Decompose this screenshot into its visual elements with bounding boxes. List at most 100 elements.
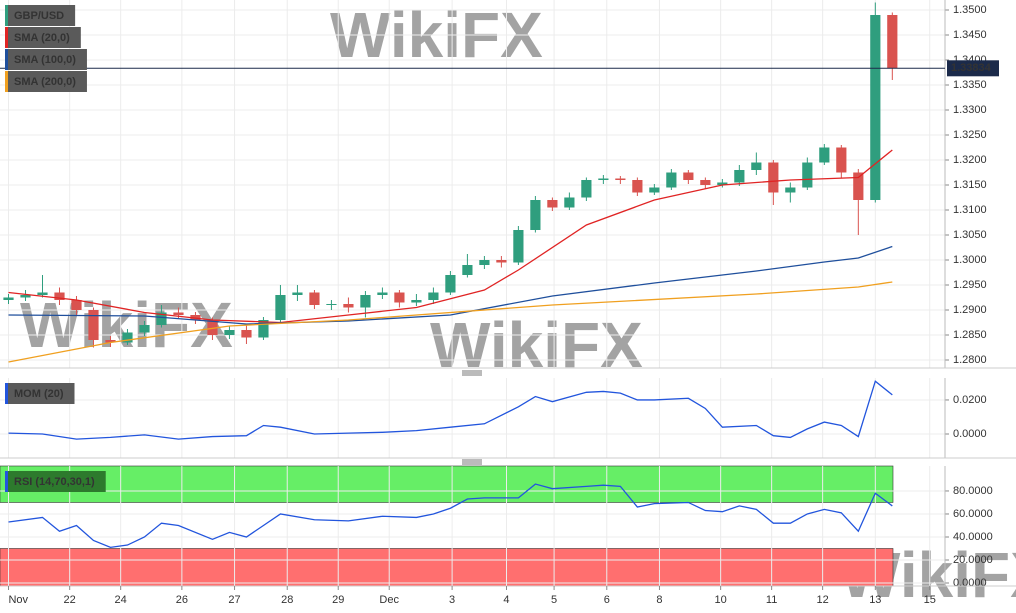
x-tick-label: 6 <box>604 594 610 606</box>
oversold-zone <box>0 548 894 587</box>
y-tick-label: 0.0200 <box>953 394 987 406</box>
candle-body <box>88 310 99 340</box>
y-tick-label: 0.0000 <box>953 577 987 589</box>
x-tick-label: 24 <box>115 594 127 606</box>
candle-body <box>615 178 626 180</box>
candle-body <box>802 162 813 188</box>
candle-body <box>207 320 218 335</box>
x-tick-label: Dec <box>379 594 399 606</box>
x-tick-label: 28 <box>281 594 293 606</box>
candle-body <box>173 312 184 315</box>
y-tick-label: 1.2850 <box>953 329 987 341</box>
y-tick-label: 1.2900 <box>953 304 987 316</box>
candle-body <box>241 330 252 338</box>
legend-label: SMA (200,0) <box>14 76 76 88</box>
x-tick-label: Nov <box>8 594 28 606</box>
candle-body <box>428 292 439 300</box>
last-price-box <box>947 60 999 77</box>
candle-body <box>258 320 269 338</box>
candle-body <box>54 292 65 300</box>
candle-body <box>224 330 235 335</box>
legend-box <box>5 27 81 48</box>
candle-body <box>887 15 898 69</box>
x-tick-label: 3 <box>449 594 455 606</box>
y-tick-label: 40.0000 <box>953 531 993 543</box>
x-tick-label: 5 <box>551 594 557 606</box>
series-line <box>8 483 893 549</box>
legend-label: GBP/USD <box>14 10 64 22</box>
x-tick-label: 8 <box>656 594 662 606</box>
candle-body <box>462 265 473 275</box>
series-line <box>8 245 893 325</box>
x-tick-label: 12 <box>817 594 829 606</box>
candle-body <box>309 292 320 305</box>
legend-box <box>5 383 75 404</box>
candle-body <box>649 187 660 193</box>
last-price-label: 1.33834 <box>951 62 992 74</box>
candle-body <box>479 260 490 265</box>
y-tick-label: 1.3250 <box>953 129 987 141</box>
candle-body <box>496 260 507 263</box>
candle-body <box>819 147 830 163</box>
legend-box <box>5 5 76 26</box>
y-tick-label: 1.3150 <box>953 179 987 191</box>
legend-label: MOM (20) <box>14 388 64 400</box>
candle-body <box>343 304 354 308</box>
watermark: WikiFX <box>20 289 233 361</box>
candle-body <box>734 170 745 183</box>
candle-body <box>122 332 133 343</box>
candle-body <box>394 292 405 303</box>
y-tick-label: 1.3350 <box>953 79 987 91</box>
candle-body <box>37 292 48 295</box>
series-line <box>8 380 893 440</box>
candle-body <box>411 300 422 303</box>
y-tick-label: 60.0000 <box>953 508 993 520</box>
candle-body <box>717 182 728 185</box>
legend-box <box>5 471 106 492</box>
candle-body <box>700 180 711 185</box>
legend-swatch <box>5 5 8 26</box>
candle-body <box>377 292 388 295</box>
series-line <box>8 281 893 363</box>
candle-body <box>632 180 643 193</box>
y-tick-label: 1.2800 <box>953 354 987 366</box>
x-tick-label: 27 <box>228 594 240 606</box>
candle-body <box>547 200 558 208</box>
candle-body <box>513 230 524 263</box>
x-tick-label: 4 <box>503 594 509 606</box>
candle-body <box>768 162 779 193</box>
y-tick-label: 1.3100 <box>953 204 987 216</box>
candle-body <box>564 197 575 208</box>
overbought-zone <box>0 465 894 503</box>
candle-body <box>530 200 541 230</box>
candle-body <box>836 147 847 173</box>
legend-box <box>5 49 87 70</box>
y-tick-label: 1.3300 <box>953 104 987 116</box>
y-tick-label: 1.3450 <box>953 29 987 41</box>
candle-body <box>105 340 116 343</box>
legend-label: SMA (100,0) <box>14 54 76 66</box>
candle-body <box>71 300 82 310</box>
y-tick-label: 1.3050 <box>953 229 987 241</box>
candle-body <box>139 325 150 333</box>
candle-body <box>445 275 456 293</box>
x-tick-label: 13 <box>869 594 881 606</box>
candle-body <box>598 178 609 180</box>
legend-swatch <box>5 71 8 92</box>
series-line <box>8 149 893 324</box>
legend-swatch <box>5 383 8 404</box>
legend-box <box>5 71 87 92</box>
x-tick-label: 29 <box>332 594 344 606</box>
candle-body <box>751 162 762 170</box>
watermark: WikiFX <box>430 309 643 381</box>
x-tick-label: 10 <box>715 594 727 606</box>
x-tick-label: 22 <box>64 594 76 606</box>
candle-body <box>326 304 337 305</box>
candle-body <box>853 172 864 200</box>
y-tick-label: 20.0000 <box>953 554 993 566</box>
candle-body <box>292 292 303 295</box>
candle-body <box>683 172 694 180</box>
candle-body <box>870 15 881 200</box>
